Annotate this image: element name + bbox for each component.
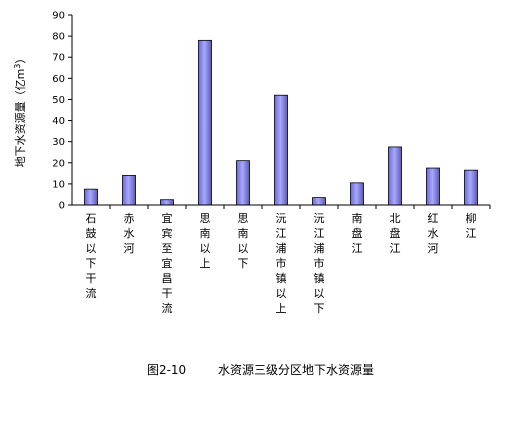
y-axis-label-main: 地下水资源量（亿m [13,69,27,168]
y-axis-label-superscript: 3 [13,64,22,69]
y-tick-label: 40 [52,116,65,127]
bar [236,160,250,206]
category-label: 沅江浦市镇以下 [314,212,325,315]
bars [84,39,478,206]
bar [464,169,478,206]
bar [84,188,98,206]
category-label: 石鼓以下干流 [86,212,97,300]
category-label: 思南以上 [200,212,211,270]
category-label: 北盘江 [390,212,401,255]
y-axis-ticks: 0 10 20 30 40 50 60 70 80 90 [52,11,72,212]
bar [198,39,212,206]
bar [426,167,440,206]
figure-title: 水资源三级分区地下水资源量 [218,363,375,377]
y-axis-label: 地下水资源量（亿m3） [13,53,27,168]
figure-number: 图2-10 [146,363,187,377]
y-tick-label: 80 [52,32,65,43]
x-axis-categories: 石鼓以下干流 赤水河 宜宾至宜昌干流 思南以上 思南以下 沅江浦市镇以上 沅江浦市镇以下 南盘… [86,211,477,315]
bar [388,146,402,206]
bar-chart: 地下水资源量（亿m3） 0 10 20 30 40 50 60 70 80 90 石鼓以下干流 赤水… [13,11,491,315]
bar [312,197,326,206]
bar [160,199,174,206]
y-tick-label: 50 [52,95,65,106]
figure-caption: 图2-10 水资源三级分区地下水资源量 [0,361,521,378]
y-axis-label-close: ） [14,53,27,64]
bar [350,182,364,206]
category-label: 宜宾至宜昌干流 [162,211,173,315]
category-label: 柳江 [466,211,477,240]
y-tick-label: 70 [52,53,65,64]
category-label: 红水河 [428,212,439,255]
y-tick-label: 30 [52,137,65,148]
y-tick-label: 0 [59,201,65,212]
y-tick-label: 10 [52,179,65,190]
bar [274,94,288,206]
category-label: 赤水河 [124,212,135,255]
category-label: 南盘江 [352,212,363,255]
category-label: 思南以下 [238,212,249,270]
axes [71,15,491,209]
y-tick-label: 20 [52,158,65,169]
bar [122,175,136,206]
y-tick-label: 60 [52,74,65,85]
y-tick-label: 90 [52,11,65,22]
category-label: 沅江浦市镇以上 [276,212,287,315]
